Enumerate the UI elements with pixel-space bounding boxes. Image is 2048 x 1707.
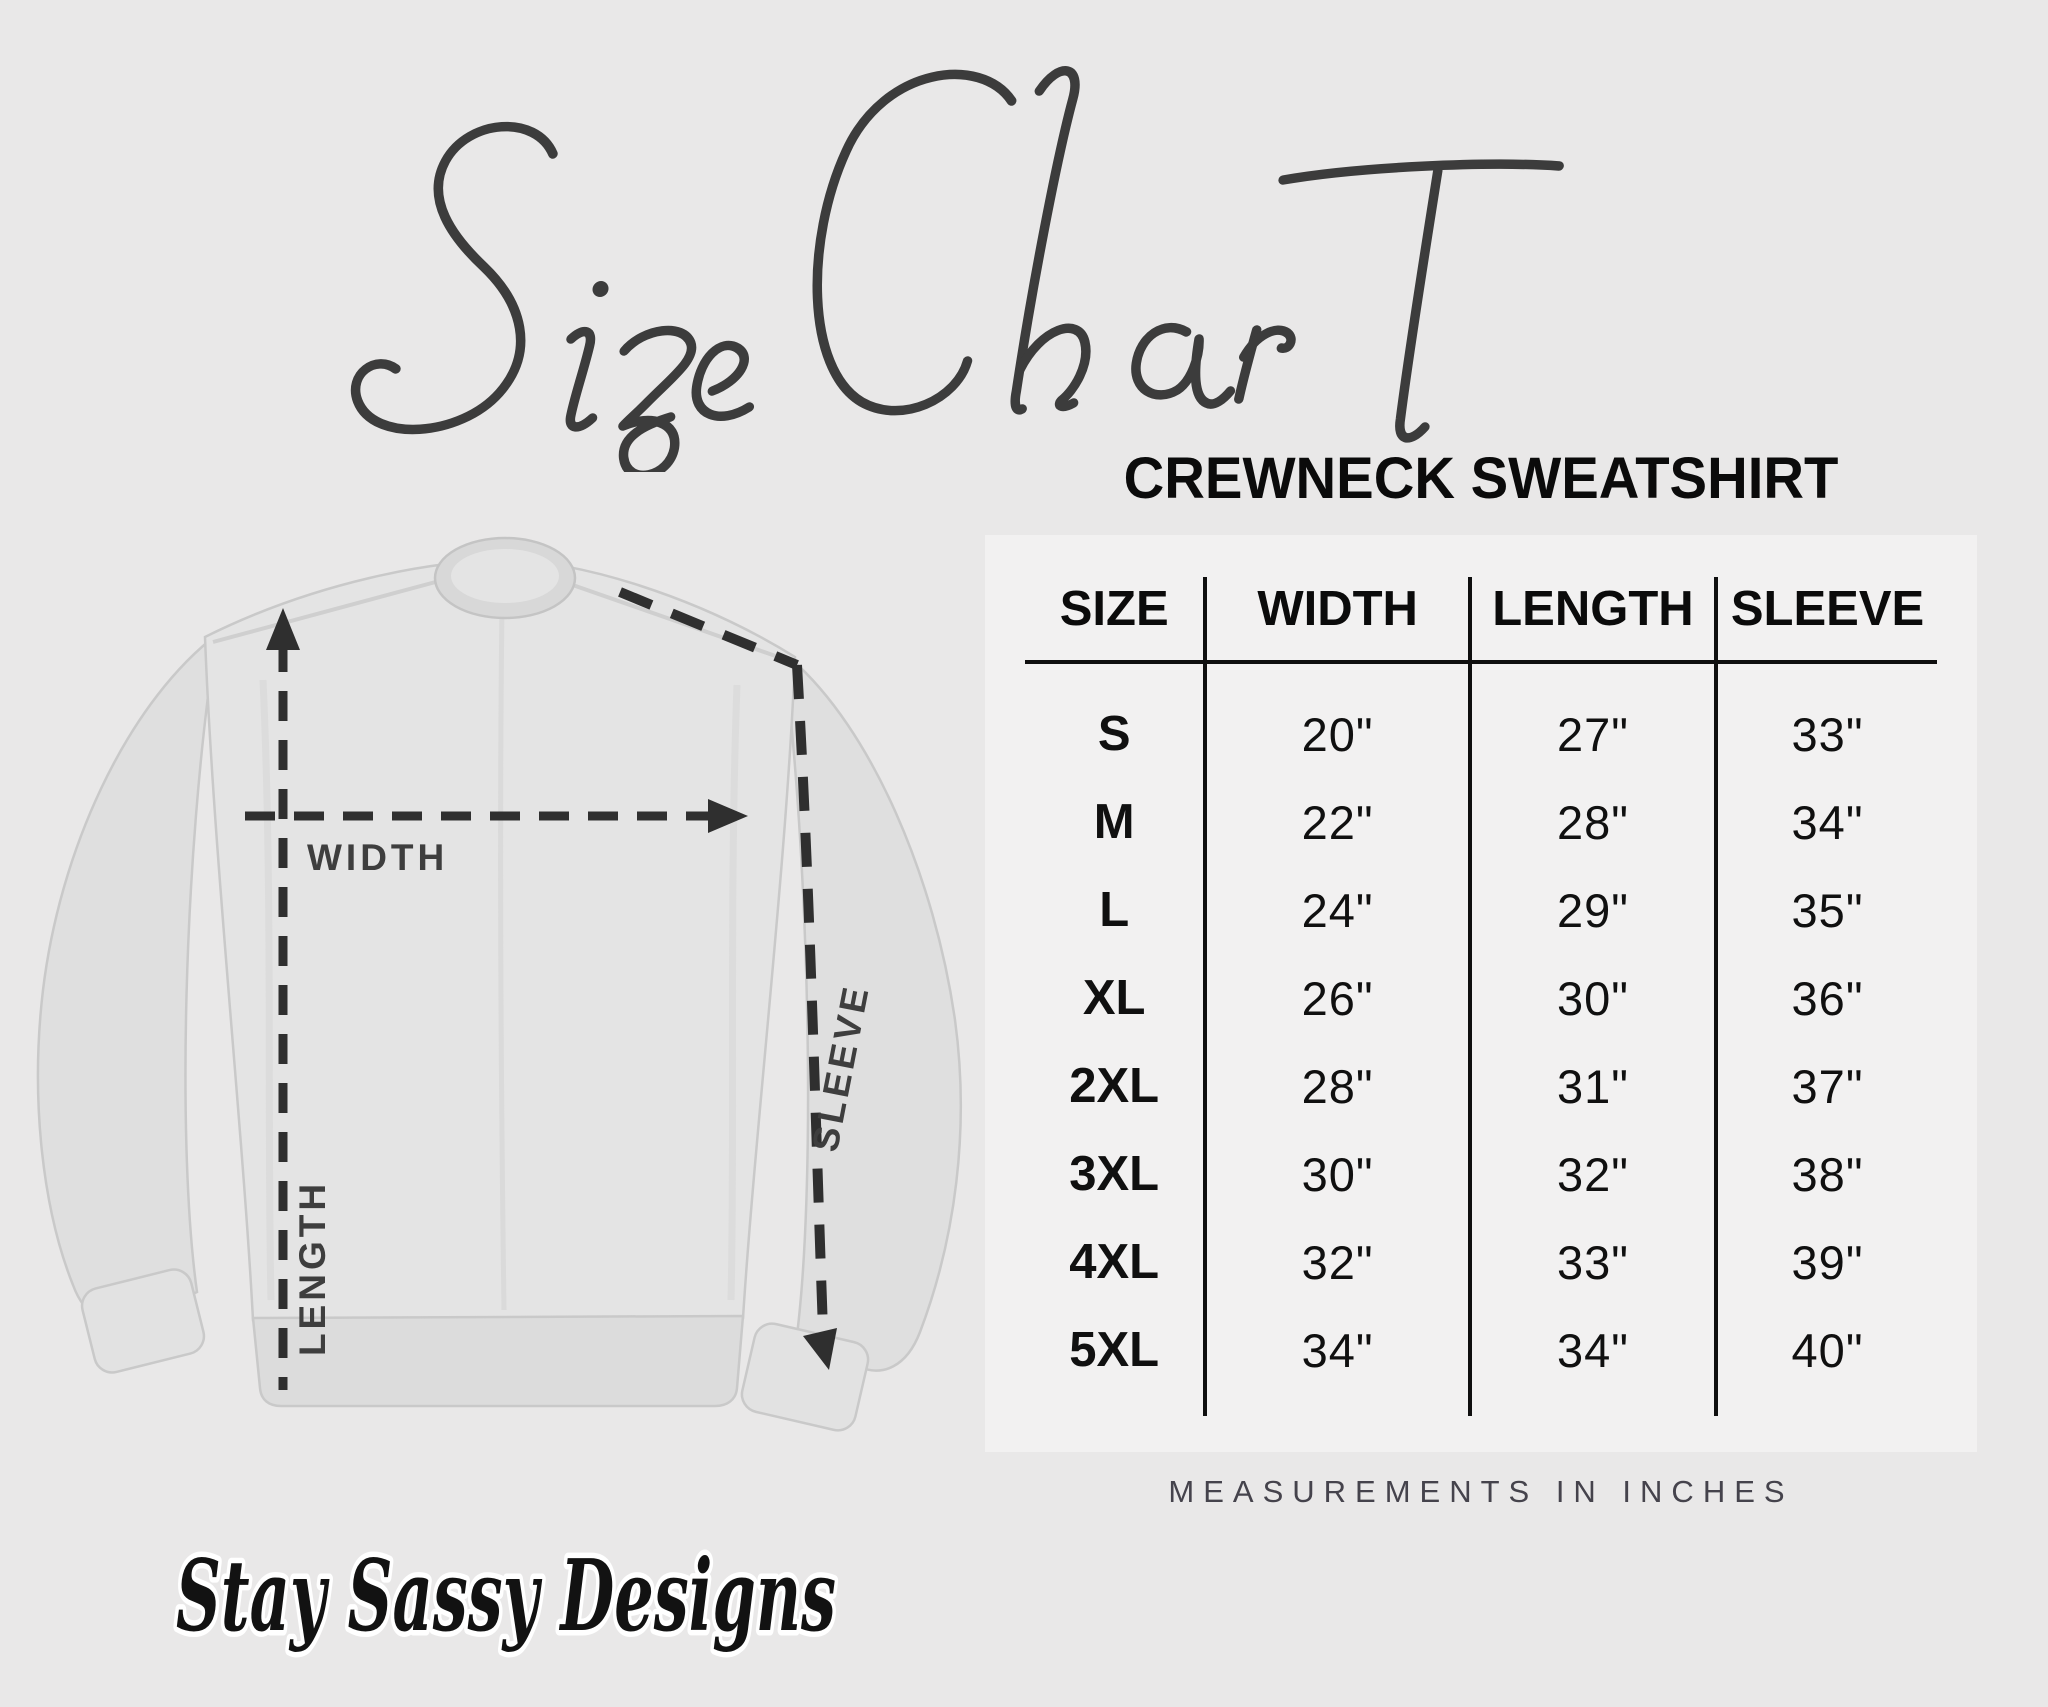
- cell-3xl-width: 30": [1207, 1130, 1472, 1218]
- cell-xl-length: 30": [1472, 954, 1719, 1042]
- column-header-width: WIDTH: [1207, 577, 1472, 664]
- column-header-size: SIZE: [1025, 577, 1208, 664]
- size-table: SIZE WIDTH LENGTH SLEEVE S 20" 27" 33" M 22" 2…: [985, 535, 1977, 1416]
- right-sleeve: [783, 656, 963, 1372]
- table-bottom-spacer: [1207, 1394, 1472, 1416]
- length-arrowhead-up: [266, 608, 300, 650]
- table-footnote: MEASUREMENTS IN INCHES: [1168, 1474, 1794, 1509]
- table-top-spacer: [1472, 664, 1719, 690]
- size-chart-script-title: Size Chart: [351, 66, 1564, 472]
- cell-xl-size: XL: [1025, 954, 1208, 1042]
- collar-inner: [451, 549, 559, 603]
- sleeve-arrowhead-down: [803, 1328, 837, 1370]
- width-arrowhead-right: [708, 799, 748, 833]
- length-label: LENGTH: [292, 1180, 333, 1356]
- body-shadow-right: [727, 684, 741, 1301]
- cell-3xl-length: 32": [1472, 1130, 1719, 1218]
- cell-l-sleeve: 35": [1791, 883, 1864, 937]
- cell-5xl-sleeve: 40": [1791, 1323, 1864, 1377]
- cell-s-sleeve: 33": [1791, 707, 1864, 761]
- body-shadow-left: [259, 679, 275, 1301]
- cell-xl-sleeve: 36": [1791, 971, 1864, 1025]
- hem-band: [251, 1314, 745, 1408]
- cell-4xl-sleeve: 39": [1791, 1235, 1864, 1289]
- cell-4xl-size: 4XL: [1025, 1218, 1208, 1306]
- cell-3xl-size: 3XL: [1025, 1130, 1208, 1218]
- cell-2xl-sleeve: 37": [1791, 1059, 1864, 1113]
- cell-2xl-length: 31": [1472, 1042, 1719, 1130]
- sweatshirt-illustration: [36, 536, 963, 1432]
- cell-2xl-width: 28": [1207, 1042, 1472, 1130]
- size-table-panel: SIZE WIDTH LENGTH SLEEVE S 20" 27" 33" M 22" 2…: [985, 535, 1977, 1452]
- cell-m-length: 28": [1472, 778, 1719, 866]
- table-bottom-spacer: [1025, 1394, 1208, 1416]
- cell-m-width: 22": [1207, 778, 1472, 866]
- column-header-sleeve: SLEEVE: [1718, 577, 1937, 664]
- brand-logo: Stay Sassy Designs: [171, 1534, 842, 1660]
- cell-5xl-width: 34": [1207, 1306, 1472, 1394]
- cell-m-sleeve: 34": [1791, 795, 1864, 849]
- body-crease: [498, 604, 507, 1311]
- table-heading: CREWNECK SWEATSHIRT: [1123, 446, 1839, 511]
- table-bottom-spacer: [1472, 1394, 1719, 1416]
- table-top-spacer: [1207, 664, 1472, 690]
- cell-5xl-length: 34": [1472, 1306, 1719, 1394]
- left-cuff: [80, 1268, 206, 1374]
- width-label: WIDTH: [307, 837, 448, 878]
- table-top-spacer: [1718, 664, 1937, 690]
- cell-5xl-size: 5XL: [1025, 1306, 1208, 1394]
- cell-3xl-sleeve: 38": [1791, 1147, 1864, 1201]
- cell-l-size: L: [1025, 866, 1208, 954]
- table-top-spacer: [1025, 664, 1208, 690]
- cell-4xl-length: 33": [1472, 1218, 1719, 1306]
- cell-s-size: S: [1025, 690, 1208, 778]
- sleeve-arrow: [792, 664, 828, 1331]
- cell-s-width: 20": [1207, 690, 1472, 778]
- cell-l-length: 29": [1472, 866, 1719, 954]
- cell-2xl-size: 2XL: [1025, 1042, 1208, 1130]
- script-title-strokes: [351, 66, 1564, 472]
- shoulder-seam-left: [212, 578, 444, 644]
- shoulder-dash-line: [618, 587, 799, 670]
- cell-s-length: 27": [1472, 690, 1719, 778]
- column-header-length: LENGTH: [1471, 577, 1719, 664]
- cell-4xl-width: 32": [1207, 1218, 1472, 1306]
- left-sleeve: [36, 638, 217, 1325]
- cell-m-size: M: [1025, 778, 1208, 866]
- cell-xl-width: 26": [1207, 954, 1472, 1042]
- brand-logo-text: Stay Sassy Designs: [176, 1539, 836, 1654]
- table-bottom-spacer: [1718, 1394, 1937, 1416]
- sweatshirt-diagram: WIDTH LENGTH SLEEVE: [36, 536, 963, 1432]
- cell-l-width: 24": [1207, 866, 1472, 954]
